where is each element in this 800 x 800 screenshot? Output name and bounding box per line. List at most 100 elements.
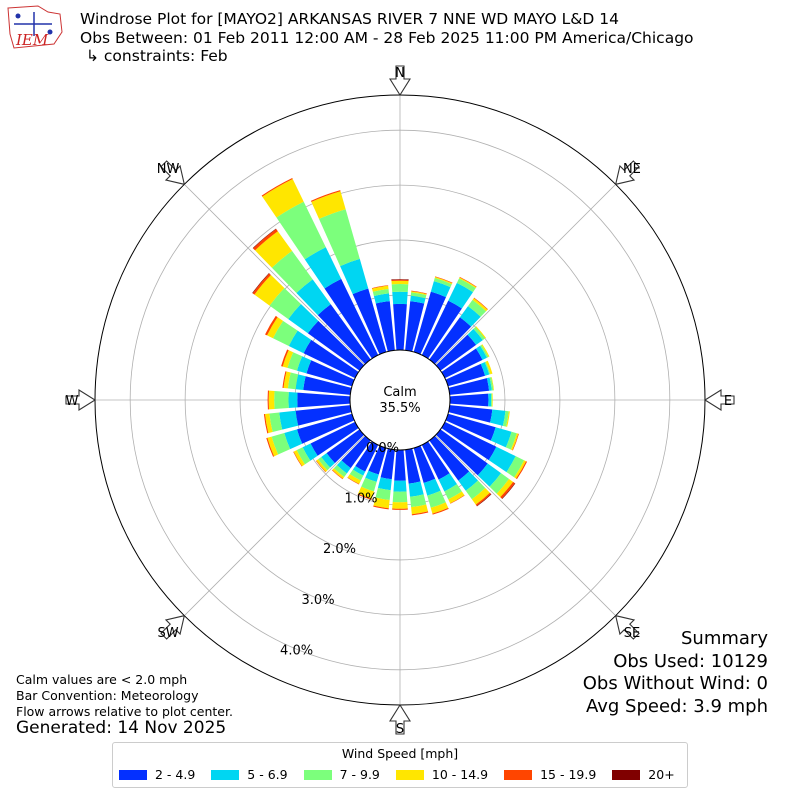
windrose-bar-190-bin3 <box>373 497 390 509</box>
windrose-bar-230-bin0 <box>326 429 365 464</box>
windrose-bar-300-bin1 <box>288 330 312 354</box>
windrose-bar-130-bin4 <box>500 481 515 499</box>
windrose-bar-120-bin0 <box>441 421 497 461</box>
windrose-bar-80-bin3 <box>491 376 495 391</box>
windrose-bar-250-bin4 <box>266 437 275 457</box>
windrose-bar-170-bin2 <box>409 494 427 508</box>
notes-block: Calm values are < 2.0 mph Bar Convention… <box>16 672 233 720</box>
windrose-bar-210-bin1 <box>352 465 366 476</box>
windrose-bar-30-bin2 <box>456 278 476 293</box>
windrose-bar-0-bin2 <box>391 284 409 293</box>
windrose-bar-210-bin0 <box>355 441 379 472</box>
windrose-bar-200-bin3 <box>358 486 374 499</box>
windrose-bar-220-bin0 <box>341 435 371 469</box>
windrose-bar-50-bin0 <box>435 334 477 371</box>
windrose-bar-170-bin0 <box>405 448 421 484</box>
windrose-bar-220-bin4 <box>331 469 343 480</box>
windrose-bar-220-bin2 <box>333 465 347 478</box>
windrose-bar-190-bin2 <box>375 487 391 501</box>
windrose-bar-260-bin2 <box>269 412 283 432</box>
windrose-bar-150-bin4 <box>450 495 465 504</box>
generated-date: Generated: 14 Nov 2025 <box>16 718 227 738</box>
windrose-bar-100-bin1 <box>490 409 506 426</box>
windrose-bar-100-bin0 <box>448 405 493 423</box>
compass-arrow-n <box>389 65 411 97</box>
windrose-bar-130-bin0 <box>435 429 488 476</box>
compass-arrow-ne <box>614 160 640 186</box>
windrose-bar-30-bin3 <box>459 277 477 289</box>
windrose-bar-180-bin4 <box>392 508 408 510</box>
windrose-bar-140-bin1 <box>458 471 479 491</box>
windrose-bar-320-bin5 <box>252 228 277 249</box>
windrose-bar-320-bin2 <box>271 250 313 294</box>
windrose-bar-280-bin1 <box>295 374 306 391</box>
windrose-bar-290-bin4 <box>281 349 289 367</box>
windrose-bar-60-bin0 <box>441 348 483 379</box>
radial-tick-label: 1.0% <box>344 492 377 507</box>
compass-label-s: S <box>396 722 404 737</box>
constraints: ↳ constraints: Feb <box>86 47 228 65</box>
windrose-bar-330-bin4 <box>261 178 293 197</box>
windrose-bar-0-bin4 <box>391 279 409 282</box>
windrose-bar-190-bin1 <box>377 477 392 491</box>
windrose-bar-110-bin2 <box>505 431 517 450</box>
legend-swatch <box>504 769 533 780</box>
windrose-bar-210-bin2 <box>349 469 364 481</box>
grid-spoke <box>435 184 616 365</box>
windrose-bar-300-bin2 <box>272 320 298 346</box>
summary-avg-speed: Avg Speed: 3.9 mph <box>586 695 768 717</box>
windrose-bar-250-bin3 <box>267 436 279 457</box>
windrose-bar-160-bin2 <box>427 490 446 508</box>
radial-tick-label: 3.0% <box>302 593 335 608</box>
windrose-bar-0-bin0 <box>393 303 407 351</box>
windrose-bar-40-bin3 <box>472 298 488 312</box>
windrose-bar-260-bin4 <box>263 413 269 434</box>
windrose-bar-0-bin1 <box>392 291 408 305</box>
windrose-bar-270-bin0 <box>297 392 351 408</box>
windrose-bar-290-bin3 <box>282 350 294 368</box>
windrose-bar-290-bin0 <box>306 360 355 387</box>
windrose-bar-160-bin3 <box>430 502 449 514</box>
windrose-bar-330-bin2 <box>276 201 326 260</box>
windrose-bar-150-bin2 <box>444 484 462 500</box>
compass-arrow-e <box>703 389 735 411</box>
grid-spoke <box>184 435 365 616</box>
radial-tick-label: 4.0% <box>280 643 313 658</box>
windrose-bar-350-bin3 <box>372 285 389 292</box>
windrose-bar-150-bin3 <box>448 491 465 504</box>
legend-items: 2 - 4.9 5 - 6.9 7 - 9.9 10 - 14.9 15 - 19.9 2… <box>119 767 691 782</box>
windrose-bar-250-bin1 <box>284 429 303 450</box>
windrose-bar-230-bin2 <box>318 457 331 471</box>
windrose-bar-160-bin4 <box>432 507 449 515</box>
windrose-bar-350-bin1 <box>373 293 390 304</box>
windrose-bar-50-bin1 <box>467 328 483 345</box>
windrose-bar-90-bin0 <box>449 393 489 407</box>
windrose-bar-140-bin3 <box>471 488 490 505</box>
summary-obs-without-wind: Obs Without Wind: 0 <box>582 673 768 694</box>
windrose-bar-60-bin3 <box>481 344 490 358</box>
legend-item: 15 - 19.9 <box>504 767 596 782</box>
windrose-bar-340-bin2 <box>318 209 360 267</box>
windrose-bar-310-bin2 <box>269 287 301 320</box>
windrose-bar-200-bin1 <box>365 470 379 482</box>
windrose-bar-230-bin3 <box>316 459 328 472</box>
flow-arrows-note: Flow arrows relative to plot center. <box>16 704 233 719</box>
compass-label-e: E <box>724 394 732 409</box>
windrose-bar-270-bin4 <box>267 390 269 410</box>
windrose-bar-330-bin1 <box>304 247 342 289</box>
legend-item: 2 - 4.9 <box>119 767 195 782</box>
windrose-bar-160-bin1 <box>423 478 441 496</box>
windrose-bar-170-bin1 <box>408 481 424 497</box>
windrose-bar-40-bin4 <box>473 297 488 310</box>
compass-arrow-nw <box>160 160 186 186</box>
windrose-bar-180-bin3 <box>392 501 408 509</box>
windrose-bar-350-bin4 <box>371 285 389 289</box>
windrose-bar-80-bin2 <box>489 377 494 391</box>
logo-text: IEM <box>15 31 49 49</box>
windrose-bar-30-bin0 <box>421 300 462 359</box>
windrose-bar-130-bin1 <box>477 463 502 487</box>
compass-arrow-w <box>65 389 97 411</box>
legend-item: 20+ <box>612 767 675 782</box>
windrose-bar-310-bin0 <box>307 320 365 371</box>
